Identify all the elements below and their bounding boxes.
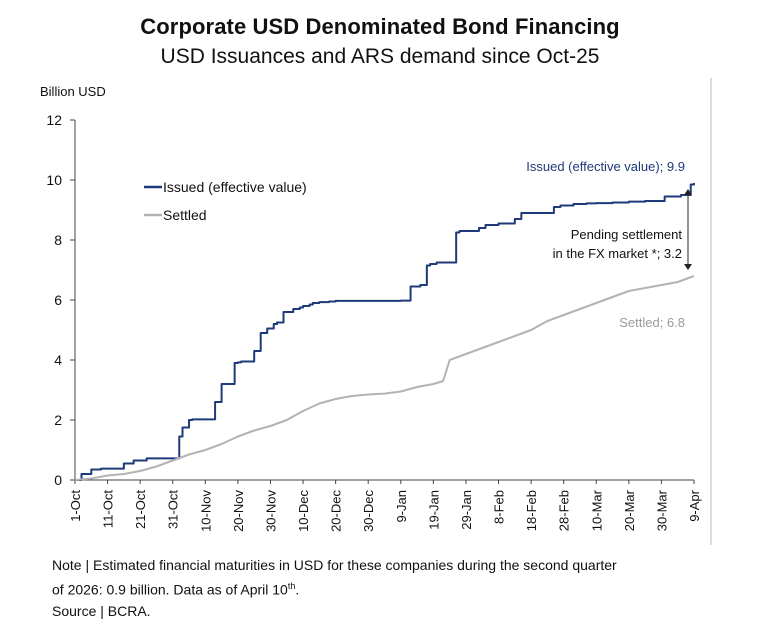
footnote: Note | Estimated financial maturities in… <box>52 555 742 622</box>
y-tick-label: 6 <box>54 292 62 308</box>
y-tick-label: 0 <box>54 472 62 488</box>
x-tick-label: 20-Mar <box>622 489 637 531</box>
issued-series-line <box>75 183 695 481</box>
note-line-1: Note | Estimated financial maturities in… <box>52 557 617 573</box>
x-tick-label: 29-Jan <box>459 490 474 530</box>
legend: Issued (effective value) Settled <box>144 179 307 223</box>
x-tick-label: 11-Oct <box>101 490 116 528</box>
y-tick-label: 12 <box>46 112 62 128</box>
note-line-2: of 2026: 0.9 billion. Data as of April 1… <box>52 581 300 598</box>
pending-arrow-head-bottom <box>684 264 692 270</box>
legend-settled-label: Settled <box>163 207 207 223</box>
x-tick-label: 20-Nov <box>231 490 246 532</box>
settled-end-label: Settled; 6.8 <box>619 315 685 330</box>
y-tick-label: 8 <box>54 232 62 248</box>
x-tick-label: 10-Mar <box>589 489 604 531</box>
pending-settlement-label-line1: Pending settlement <box>571 227 683 242</box>
y-axis-unit-label: Billion USD <box>40 84 106 99</box>
x-tick-label: 30-Mar <box>654 489 669 531</box>
x-tick-label: 10-Dec <box>296 490 311 532</box>
x-tick-label: 21-Oct <box>133 490 148 529</box>
y-tick-label: 2 <box>54 412 62 428</box>
x-tick-label: 10-Nov <box>198 490 213 532</box>
x-tick-label: 20-Dec <box>329 490 344 532</box>
x-tick-label: 28-Feb <box>557 490 572 531</box>
x-tick-label: 19-Jan <box>426 490 441 530</box>
x-tick-label: 9-Jan <box>394 490 409 523</box>
y-tick-label: 4 <box>54 352 62 368</box>
x-tick-label: 30-Nov <box>263 490 278 532</box>
pending-settlement-label-line2: in the FX market *; 3.2 <box>553 246 682 261</box>
axes-layer: 0 2 4 6 8 10 12 1-Oct 11-Oct 21-Oct 31-Oct 10-Nov 20… <box>46 78 712 545</box>
annotations: Issued (effective value); 9.9 Settled; 6… <box>526 159 692 330</box>
x-tick-label: 9-Apr <box>687 489 702 521</box>
issued-end-label: Issued (effective value); 9.9 <box>526 159 685 174</box>
x-tick-label: 8-Feb <box>492 490 507 524</box>
x-tick-label: 1-Oct <box>68 490 83 522</box>
pending-arrow-head-top <box>684 189 692 195</box>
chart-title: Corporate USD Denominated Bond Financing <box>140 14 620 39</box>
chart-subtitle: USD Issuances and ARS demand since Oct-2… <box>160 45 600 68</box>
settled-series-line <box>74 275 695 481</box>
y-tick-label: 10 <box>46 172 62 188</box>
x-tick-label: 30-Dec <box>361 490 376 532</box>
source-line: Source | BCRA. <box>52 602 151 619</box>
legend-issued-label: Issued (effective value) <box>163 179 307 195</box>
x-tick-label: 18-Feb <box>524 490 539 531</box>
series-layer <box>74 183 695 481</box>
x-tick-label: 31-Oct <box>166 490 181 529</box>
